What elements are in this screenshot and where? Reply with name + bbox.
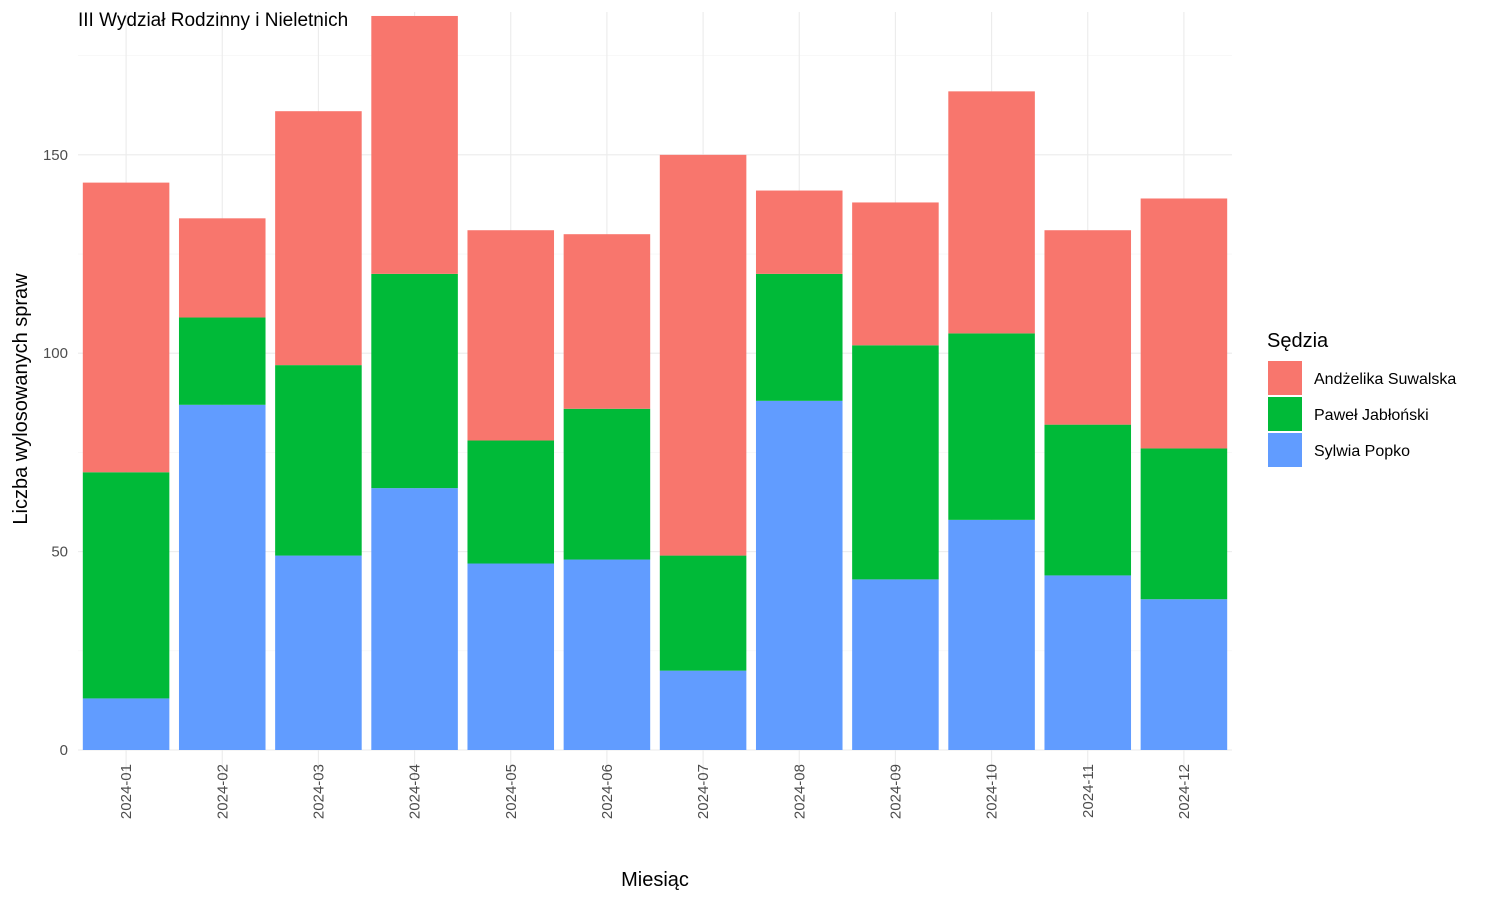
x-tick-label: 2024-01 [118,764,135,819]
legend-label: Andżelika Suwalska [1314,371,1456,388]
x-tick-label: 2024-11 [1080,764,1097,818]
x-tick-label: 2024-04 [407,764,424,819]
y-tick-label: 100 [43,345,68,362]
legend-label: Paweł Jabłoński [1314,407,1429,424]
chart-title: III Wydział Rodzinny i Nieletnich [78,10,348,31]
legend-label: Sylwia Popko [1314,443,1410,460]
bars [82,15,1228,750]
bar-segment [659,555,747,671]
x-tick-label: 2024-12 [1176,764,1193,819]
bar-segment [1044,575,1132,750]
x-tick-label: 2024-07 [695,764,712,819]
bar-segment [371,15,458,274]
bar-segment [755,273,843,401]
x-tick-label: 2024-10 [984,764,1001,819]
bar-segment [948,333,1035,520]
bar-segment [467,563,555,750]
legend-items: Andżelika Suwalska Paweł Jabłoński Sylwia … [1268,361,1456,467]
legend-title: Sędzia [1267,330,1329,352]
bar-segment [1044,230,1132,425]
x-tick-label: 2024-02 [214,764,231,819]
bar-segment [948,519,1035,750]
bar-segment [82,182,170,473]
bar-segment [467,230,555,441]
x-axis-ticks: 2024-01 2024-02 2024-03 2024-04 2024-05 2024-… [118,764,1193,819]
y-axis-ticks: 0 50 100 150 [43,147,68,759]
x-tick-label: 2024-03 [310,764,327,819]
bar-segment [275,365,362,556]
bar-segment [563,408,651,560]
bar-segment [82,698,170,750]
bar-segment [467,440,555,564]
y-tick-label: 50 [51,544,68,561]
x-tick-label: 2024-09 [887,764,904,819]
bar-segment [659,154,747,556]
bar-segment [659,670,747,750]
bar-segment [371,273,458,489]
bar-segment [563,234,651,409]
legend-key [1268,397,1302,431]
bar-segment [1140,198,1228,449]
legend-key [1268,433,1302,467]
bar-segment [563,559,651,750]
x-tick-label: 2024-06 [599,764,616,819]
bar-segment [1044,424,1132,576]
bar-segment [371,488,458,750]
bar-segment [1140,448,1228,600]
bar-segment [755,400,843,750]
bar-segment [178,317,266,405]
bar-segment [1140,599,1228,750]
bar-segment [852,345,939,580]
y-tick-label: 0 [60,742,68,759]
x-tick-label: 2024-05 [503,764,520,819]
bar-segment [275,555,362,750]
bar-segment [275,111,362,366]
legend: Sędzia Andżelika Suwalska Paweł Jabłoński… [1267,330,1456,467]
bar-segment [178,218,266,318]
bar-segment [755,190,843,274]
y-axis-title: Liczba wylosowanych spraw [10,273,32,525]
bar-segment [852,579,939,750]
y-tick-label: 150 [43,147,68,164]
bar-segment [948,91,1035,334]
bar-segment [82,472,170,699]
legend-key [1268,361,1302,395]
x-tick-label: 2024-08 [791,764,808,819]
bar-segment [178,404,266,750]
bar-segment [852,202,939,346]
x-axis-title: Miesiąc [621,869,689,891]
